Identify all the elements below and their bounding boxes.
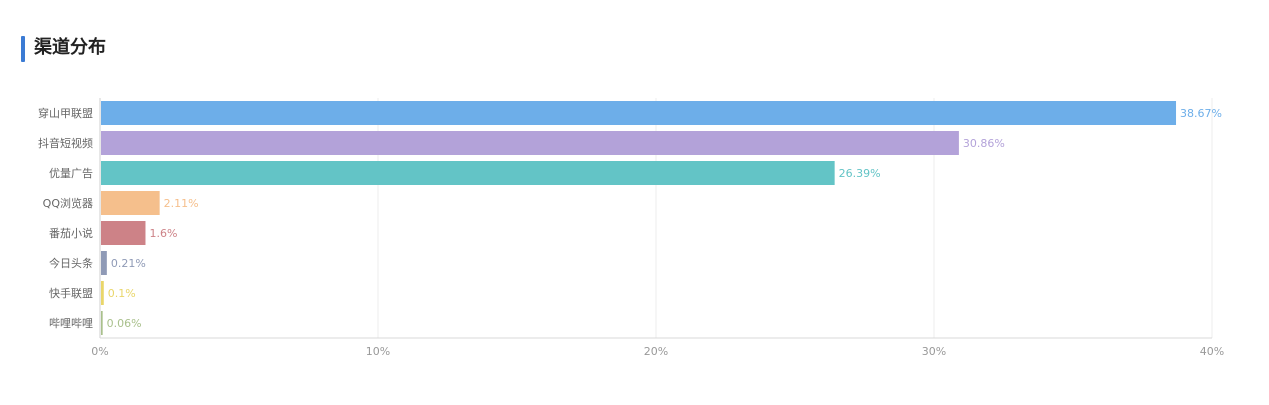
panel-title: 渠道分布 xyxy=(34,37,106,58)
bar xyxy=(101,131,959,155)
x-tick-label: 40% xyxy=(1200,345,1224,358)
category-label: 哔哩哔哩 xyxy=(49,317,93,330)
bar xyxy=(101,101,1177,125)
value-label: 26.39% xyxy=(839,167,881,180)
bar xyxy=(101,161,835,185)
bar xyxy=(101,311,103,335)
x-tick-label: 0% xyxy=(91,345,108,358)
title-accent-bar xyxy=(21,36,25,62)
x-tick-label: 10% xyxy=(366,345,390,358)
bar xyxy=(101,221,146,245)
value-label: 30.86% xyxy=(963,137,1005,150)
x-tick-label: 20% xyxy=(644,345,668,358)
value-label: 0.1% xyxy=(108,287,136,300)
value-label: 0.21% xyxy=(111,257,146,270)
bar xyxy=(101,191,160,215)
bar xyxy=(101,251,107,275)
category-label: 今日头条 xyxy=(49,256,93,270)
category-label: QQ浏览器 xyxy=(43,196,93,210)
value-label: 2.11% xyxy=(164,197,199,210)
x-tick-label: 30% xyxy=(922,345,946,358)
category-label: 优量广告 xyxy=(49,167,93,180)
category-label: 抖音短视频 xyxy=(38,136,93,150)
bar xyxy=(101,281,104,305)
value-label: 1.6% xyxy=(149,227,177,240)
category-label: 番茄小说 xyxy=(49,226,93,240)
category-label: 快手联盟 xyxy=(49,286,93,300)
value-label: 38.67% xyxy=(1180,107,1222,120)
category-label: 穿山甲联盟 xyxy=(38,106,93,120)
value-label: 0.06% xyxy=(107,317,142,330)
